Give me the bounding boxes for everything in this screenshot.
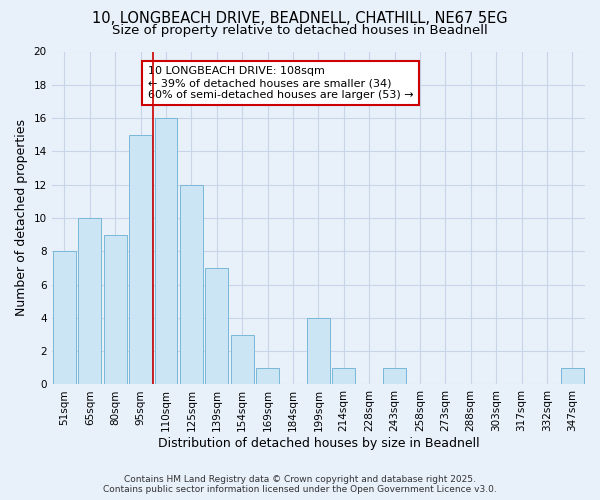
Bar: [332, 368, 355, 384]
Bar: [129, 134, 152, 384]
Bar: [79, 218, 101, 384]
Text: 10, LONGBEACH DRIVE, BEADNELL, CHATHILL, NE67 5EG: 10, LONGBEACH DRIVE, BEADNELL, CHATHILL,…: [92, 11, 508, 26]
Text: 10 LONGBEACH DRIVE: 108sqm
← 39% of detached houses are smaller (34)
60% of semi: 10 LONGBEACH DRIVE: 108sqm ← 39% of deta…: [148, 66, 413, 100]
Text: Size of property relative to detached houses in Beadnell: Size of property relative to detached ho…: [112, 24, 488, 37]
Bar: [383, 368, 406, 384]
Bar: [205, 268, 228, 384]
Bar: [307, 318, 330, 384]
Bar: [180, 184, 203, 384]
Bar: [561, 368, 584, 384]
X-axis label: Distribution of detached houses by size in Beadnell: Distribution of detached houses by size …: [158, 437, 479, 450]
Bar: [53, 252, 76, 384]
Text: Contains HM Land Registry data © Crown copyright and database right 2025.
Contai: Contains HM Land Registry data © Crown c…: [103, 474, 497, 494]
Bar: [155, 118, 178, 384]
Y-axis label: Number of detached properties: Number of detached properties: [15, 120, 28, 316]
Bar: [231, 334, 254, 384]
Bar: [256, 368, 279, 384]
Bar: [104, 234, 127, 384]
